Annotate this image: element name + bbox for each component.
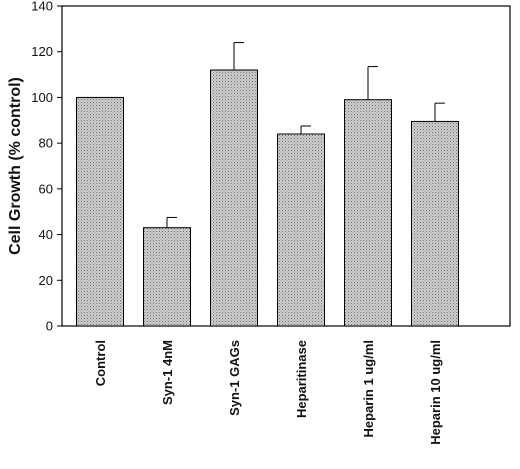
bar (344, 99, 392, 327)
y-tick-label: 140 (31, 0, 53, 14)
bar (411, 120, 459, 327)
y-tick-label: 60 (39, 181, 53, 196)
x-category-label: Syn-1 4nM (160, 340, 175, 405)
bar (76, 96, 124, 327)
bar (277, 133, 325, 327)
y-tick-label: 120 (31, 44, 53, 59)
y-tick-label: 20 (39, 273, 53, 288)
y-tick-label: 40 (39, 227, 53, 242)
bar (143, 227, 191, 327)
y-tick-label: 80 (39, 136, 53, 151)
bar (210, 69, 258, 327)
y-tick-label: 100 (31, 90, 53, 105)
x-category-label: Heparin 10 ug/ml (428, 340, 443, 445)
y-axis-title: Cell Growth (% control) (7, 77, 24, 255)
x-category-label: Heparin 1 ug/ml (361, 340, 376, 438)
y-tick-label: 0 (46, 319, 53, 334)
x-category-label: Control (93, 340, 108, 386)
plot-area: 0 20 40 60 80 100 120 140 Control Syn-1 4nM Syn-1 … (31, 0, 511, 445)
x-category-label: Syn-1 GAGs (227, 340, 242, 416)
x-category-label: Heparitinase (294, 340, 309, 418)
